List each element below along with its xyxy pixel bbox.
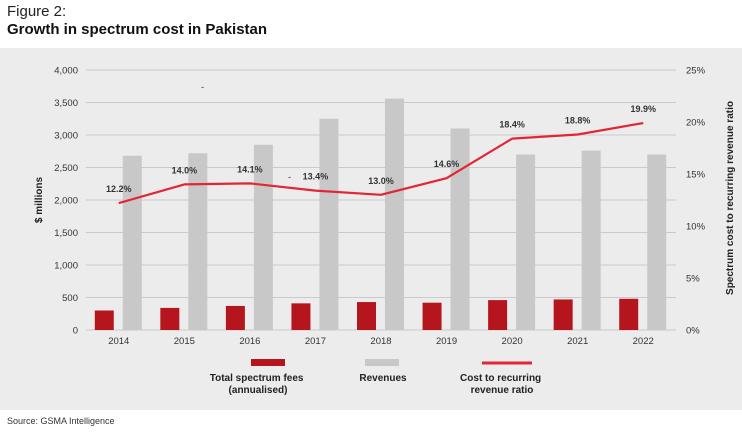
ratio-line: 12.2% 14.0% 14.1% 13.4% 13.0% 14.6% 18.4% 18.8%… [106,104,656,205]
figure-label: Figure 2: [7,3,67,20]
ratio-data-label: 13.4% [303,172,329,182]
bar-revenues [188,153,208,330]
x-tick-label: 2015 [174,336,195,347]
x-axis-ticks: 2014 2015 2016 2017 2018 2019 2020 2021 2022 [108,336,654,347]
bar-revenues [253,144,273,330]
legend-label-line: (annualised) [229,385,288,396]
legend-swatch-fees [251,359,285,366]
bar-fees [619,298,639,330]
bar-revenues [122,155,142,330]
x-tick-label: 2020 [502,336,523,347]
legend-label-fees: Total spectrum fees (annualised) [210,373,307,396]
left-tick-label: 2,000 [54,196,78,207]
ratio-data-label: 18.4% [499,120,525,130]
bar-revenues [647,154,667,330]
left-tick-label: 0 [73,326,78,337]
right-tick-label: 5% [686,274,700,285]
bar-revenues [516,154,536,330]
legend-label-revenues: Revenues [359,373,407,384]
ratio-data-label: 12.2% [106,184,132,194]
left-axis-title: $ millions [34,177,45,224]
left-tick-label: 3,500 [54,98,78,109]
bars [94,98,667,330]
right-tick-label: 15% [686,170,706,181]
bar-revenues [450,128,470,330]
bar-fees [94,310,114,330]
bar-revenues [319,118,339,330]
x-tick-label: 2022 [633,336,654,347]
x-tick-label: 2018 [370,336,391,347]
ratio-data-label: 13.0% [368,176,394,186]
ratio-data-label: 14.6% [434,159,460,169]
right-tick-label: 10% [686,222,706,233]
legend-label-line: Revenues [359,373,407,384]
x-tick-label: 2017 [305,336,326,347]
right-axis-title: Spectrum cost to recurring revenue ratio [725,101,736,295]
ratio-data-label: 14.1% [237,164,263,174]
stray-mark: - [201,82,204,93]
ratio-series-line [118,121,644,205]
x-tick-label: 2021 [567,336,588,347]
bar-fees [488,300,508,330]
x-tick-label: 2016 [239,336,260,347]
right-axis-ticks: 0% 5% 10% 15% 20% 25% [686,66,706,337]
legend-label-line: Total spectrum fees [210,373,304,384]
right-tick-label: 0% [686,326,700,337]
bar-revenues [385,98,404,330]
right-tick-label: 20% [686,118,706,129]
left-tick-label: 2,500 [54,163,78,174]
legend-label-line: Cost to recurring [460,373,541,384]
x-tick-label: 2019 [436,336,457,347]
bar-fees [225,305,245,330]
bar-fees [357,302,376,330]
chart-panel: 0 500 1,000 1,500 2,000 2,500 3,000 3,500 4,000 … [0,48,742,410]
legend-label-ratio: Cost to recurring revenue ratio [460,373,544,396]
chart-title: Growth in spectrum cost in Pakistan [7,21,268,38]
bar-revenues [581,150,601,330]
left-tick-label: 4,000 [54,66,78,77]
bar-fees [422,302,442,330]
legend-label-line: revenue ratio [471,385,534,396]
right-tick-label: 25% [686,66,706,77]
legend-swatch-revenues [365,359,399,366]
stray-mark: - [288,172,291,183]
ratio-data-label: 14.0% [172,165,198,175]
left-tick-label: 1,500 [54,228,78,239]
bar-fees [291,303,311,330]
source-note: Source: GSMA Intelligence [7,416,115,426]
bar-fees [160,307,180,330]
ratio-data-label: 18.8% [565,115,591,125]
ratio-data-label: 19.9% [630,104,656,114]
left-tick-label: 500 [62,293,78,304]
chart-svg: 05001,0001,5002,0002,5003,0003,5004,000 … [34,66,736,397]
bar-fees [553,299,573,330]
left-tick-label: 3,000 [54,131,78,142]
grid-lines [86,69,676,331]
left-axis-ticks: 0 500 1,000 1,500 2,000 2,500 3,000 3,500 4,000 [54,66,78,337]
legend: Total spectrum fees (annualised) Revenue… [210,359,544,396]
left-tick-label: 1,000 [54,261,78,272]
x-tick-label: 2014 [108,336,129,347]
